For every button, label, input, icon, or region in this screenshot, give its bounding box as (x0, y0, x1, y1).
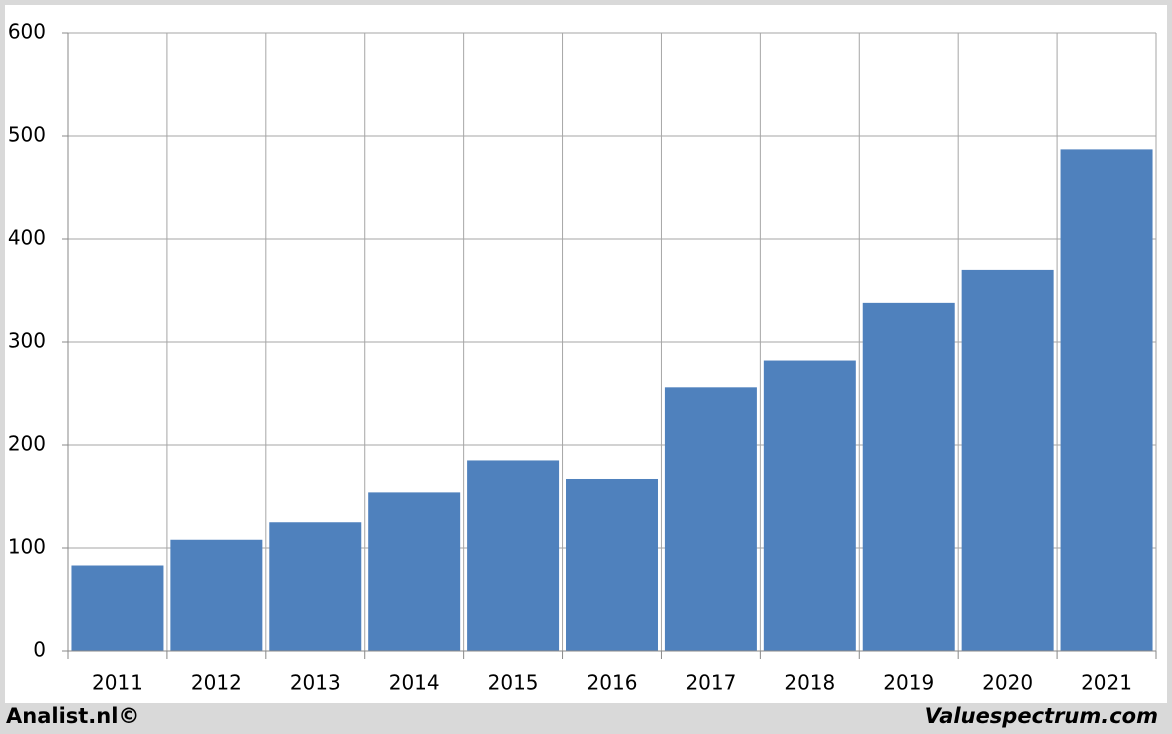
y-tick-label: 600 (8, 20, 46, 44)
y-tick-label: 400 (8, 226, 46, 250)
x-tick-label: 2017 (685, 671, 736, 695)
bar (862, 302, 955, 651)
bar (269, 522, 362, 651)
x-tick-label: 2016 (587, 671, 638, 695)
x-tick-label: 2018 (784, 671, 835, 695)
x-tick-label: 2011 (92, 671, 143, 695)
credit: Valuespectrum.com (925, 704, 1158, 728)
y-tick-label: 100 (8, 535, 46, 559)
x-tick-label: 2012 (191, 671, 242, 695)
x-tick-label: 2019 (883, 671, 934, 695)
bar (566, 478, 658, 651)
bar (1060, 149, 1153, 651)
x-tick-label: 2013 (290, 671, 341, 695)
bar (170, 539, 263, 651)
source: Analist.nl© (6, 704, 139, 728)
x-tick-label: 2020 (982, 671, 1033, 695)
x-tick-label: 2021 (1081, 671, 1132, 695)
bar (368, 492, 461, 651)
bar (763, 360, 856, 651)
x-tick-label: 2015 (488, 671, 539, 695)
x-tick-label: 2014 (389, 671, 440, 695)
bar (467, 460, 560, 651)
y-tick-label: 200 (8, 432, 46, 456)
y-tick-label: 300 (8, 329, 46, 353)
y-tick-label: 500 (8, 123, 46, 147)
bar (664, 387, 757, 651)
bar (71, 565, 164, 651)
y-tick-label: 0 (33, 638, 46, 662)
bar (961, 269, 1054, 651)
